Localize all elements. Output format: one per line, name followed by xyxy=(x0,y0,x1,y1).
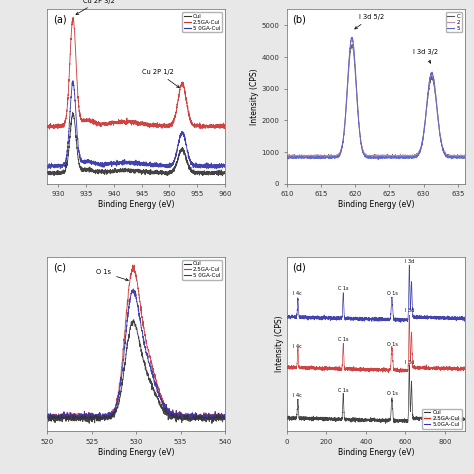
X-axis label: Binding Energy (eV): Binding Energy (eV) xyxy=(337,448,414,457)
Text: C 1s: C 1s xyxy=(338,337,348,342)
Text: I 3d 5/2: I 3d 5/2 xyxy=(355,14,384,29)
Text: (d): (d) xyxy=(292,262,306,272)
Text: I 3d 3/2: I 3d 3/2 xyxy=(413,49,438,63)
Text: C 1s: C 1s xyxy=(338,388,348,393)
Y-axis label: Intensity (CPS): Intensity (CPS) xyxy=(275,316,284,373)
Text: O 1s: O 1s xyxy=(386,342,397,347)
Y-axis label: Intensity (CPS): Intensity (CPS) xyxy=(250,68,259,125)
Text: Cu 2P 3/2: Cu 2P 3/2 xyxy=(76,0,115,15)
Text: I 3d: I 3d xyxy=(405,309,414,313)
Text: (b): (b) xyxy=(292,15,306,25)
Legend: C, 2, 5: C, 2, 5 xyxy=(446,12,462,32)
Legend: CuI, 2.5GA-CuI, 5.0GA-CuI: CuI, 2.5GA-CuI, 5.0GA-CuI xyxy=(422,409,462,428)
X-axis label: Binding Energy (eV): Binding Energy (eV) xyxy=(337,200,414,209)
X-axis label: Binding Energy (eV): Binding Energy (eV) xyxy=(98,200,174,209)
Text: (c): (c) xyxy=(53,262,66,272)
Legend: CuI, 2.5GA-CuI, 5 0GA-CuI: CuI, 2.5GA-CuI, 5 0GA-CuI xyxy=(182,12,222,32)
Text: I 3d: I 3d xyxy=(405,360,414,365)
Text: Cu 2P 1/2: Cu 2P 1/2 xyxy=(142,69,179,88)
Text: I 4c: I 4c xyxy=(293,344,302,349)
Text: O 1s: O 1s xyxy=(96,269,128,281)
X-axis label: Binding Energy (eV): Binding Energy (eV) xyxy=(98,448,174,457)
Text: I 4c: I 4c xyxy=(293,291,302,296)
Text: O 1s: O 1s xyxy=(386,391,397,396)
Text: O 1s: O 1s xyxy=(386,291,397,296)
Text: I 3d: I 3d xyxy=(405,259,414,264)
Text: I 4c: I 4c xyxy=(293,393,302,398)
Text: C 1s: C 1s xyxy=(338,286,348,291)
Text: (a): (a) xyxy=(53,15,66,25)
Legend: CuI, 2.5GA-CuI, 5 0GA-CuI: CuI, 2.5GA-CuI, 5 0GA-CuI xyxy=(182,260,222,280)
